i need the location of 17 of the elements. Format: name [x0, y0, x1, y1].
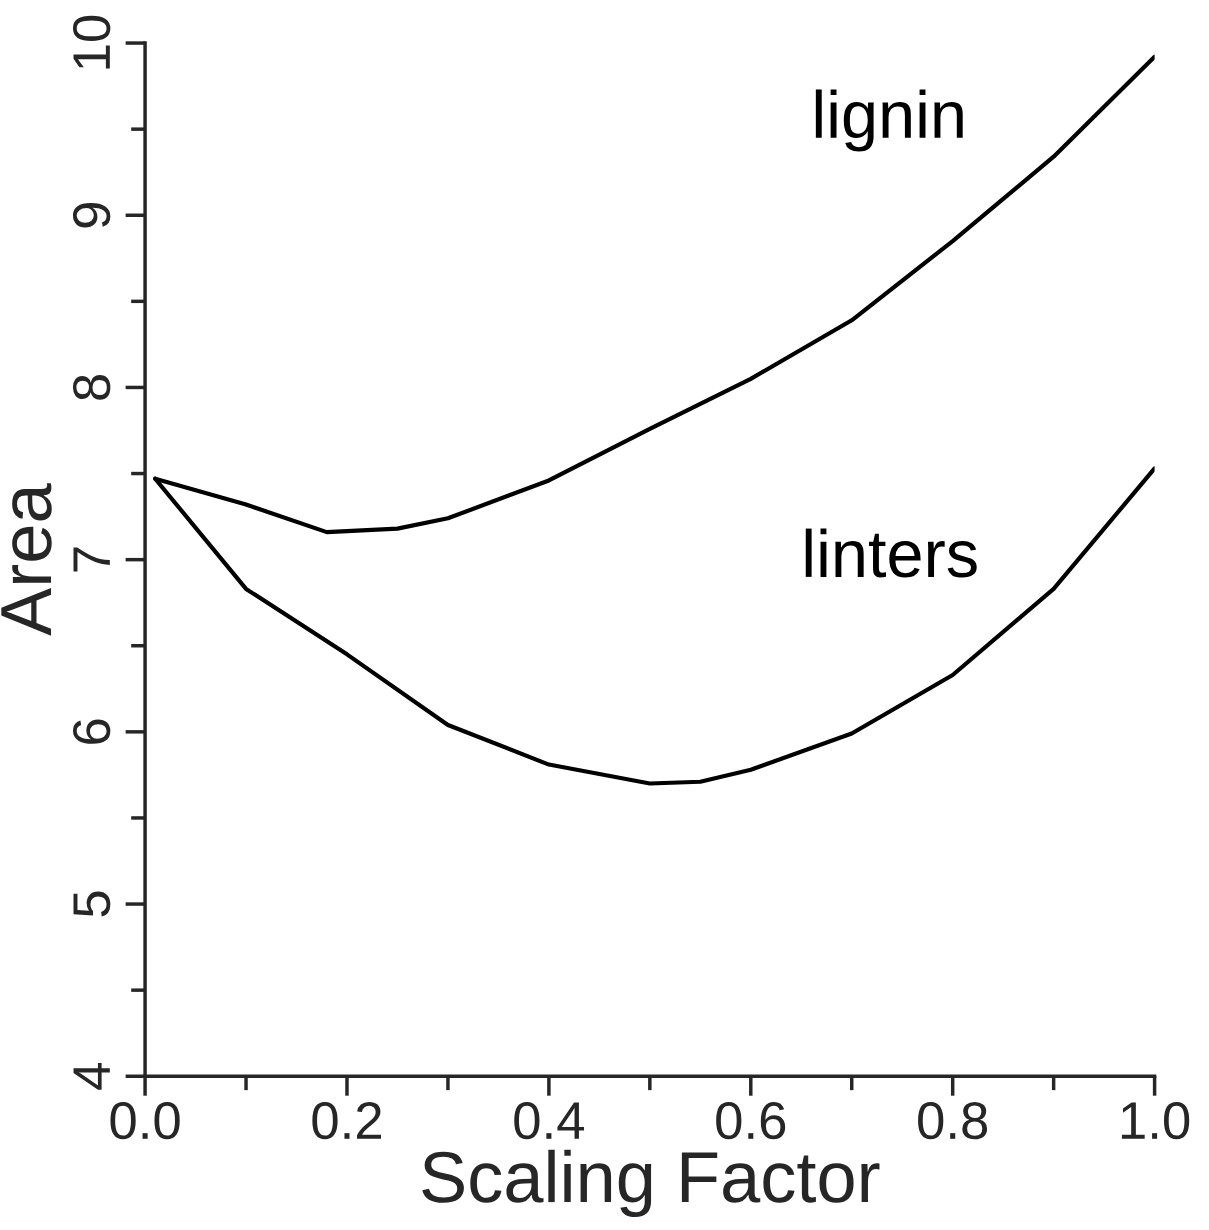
series-label: linters — [805, 528, 977, 578]
series-label: lignin — [815, 89, 963, 152]
y-tick-label: 8 — [72, 375, 111, 400]
y-tick-label: 7 — [73, 547, 110, 572]
y-tick-label: 4 — [73, 1063, 110, 1090]
y-tick-label: 10 — [72, 15, 111, 69]
x-axis-title: Scaling Factor — [422, 1149, 880, 1218]
y-axis-title: Area — [1, 483, 52, 636]
x-tick-label: 1.0 — [1121, 1101, 1190, 1140]
x-tick-label: 0.0 — [110, 1101, 180, 1140]
y-tick-label: 9 — [72, 203, 111, 228]
y-tick-label: 5 — [73, 891, 111, 917]
x-tick-label: 0.4 — [514, 1101, 585, 1140]
x-tick-label: 0.6 — [716, 1101, 786, 1140]
x-tick-label: 0.8 — [918, 1101, 988, 1140]
y-tick-label: 6 — [72, 719, 111, 744]
x-tick-label: 0.2 — [312, 1101, 382, 1140]
